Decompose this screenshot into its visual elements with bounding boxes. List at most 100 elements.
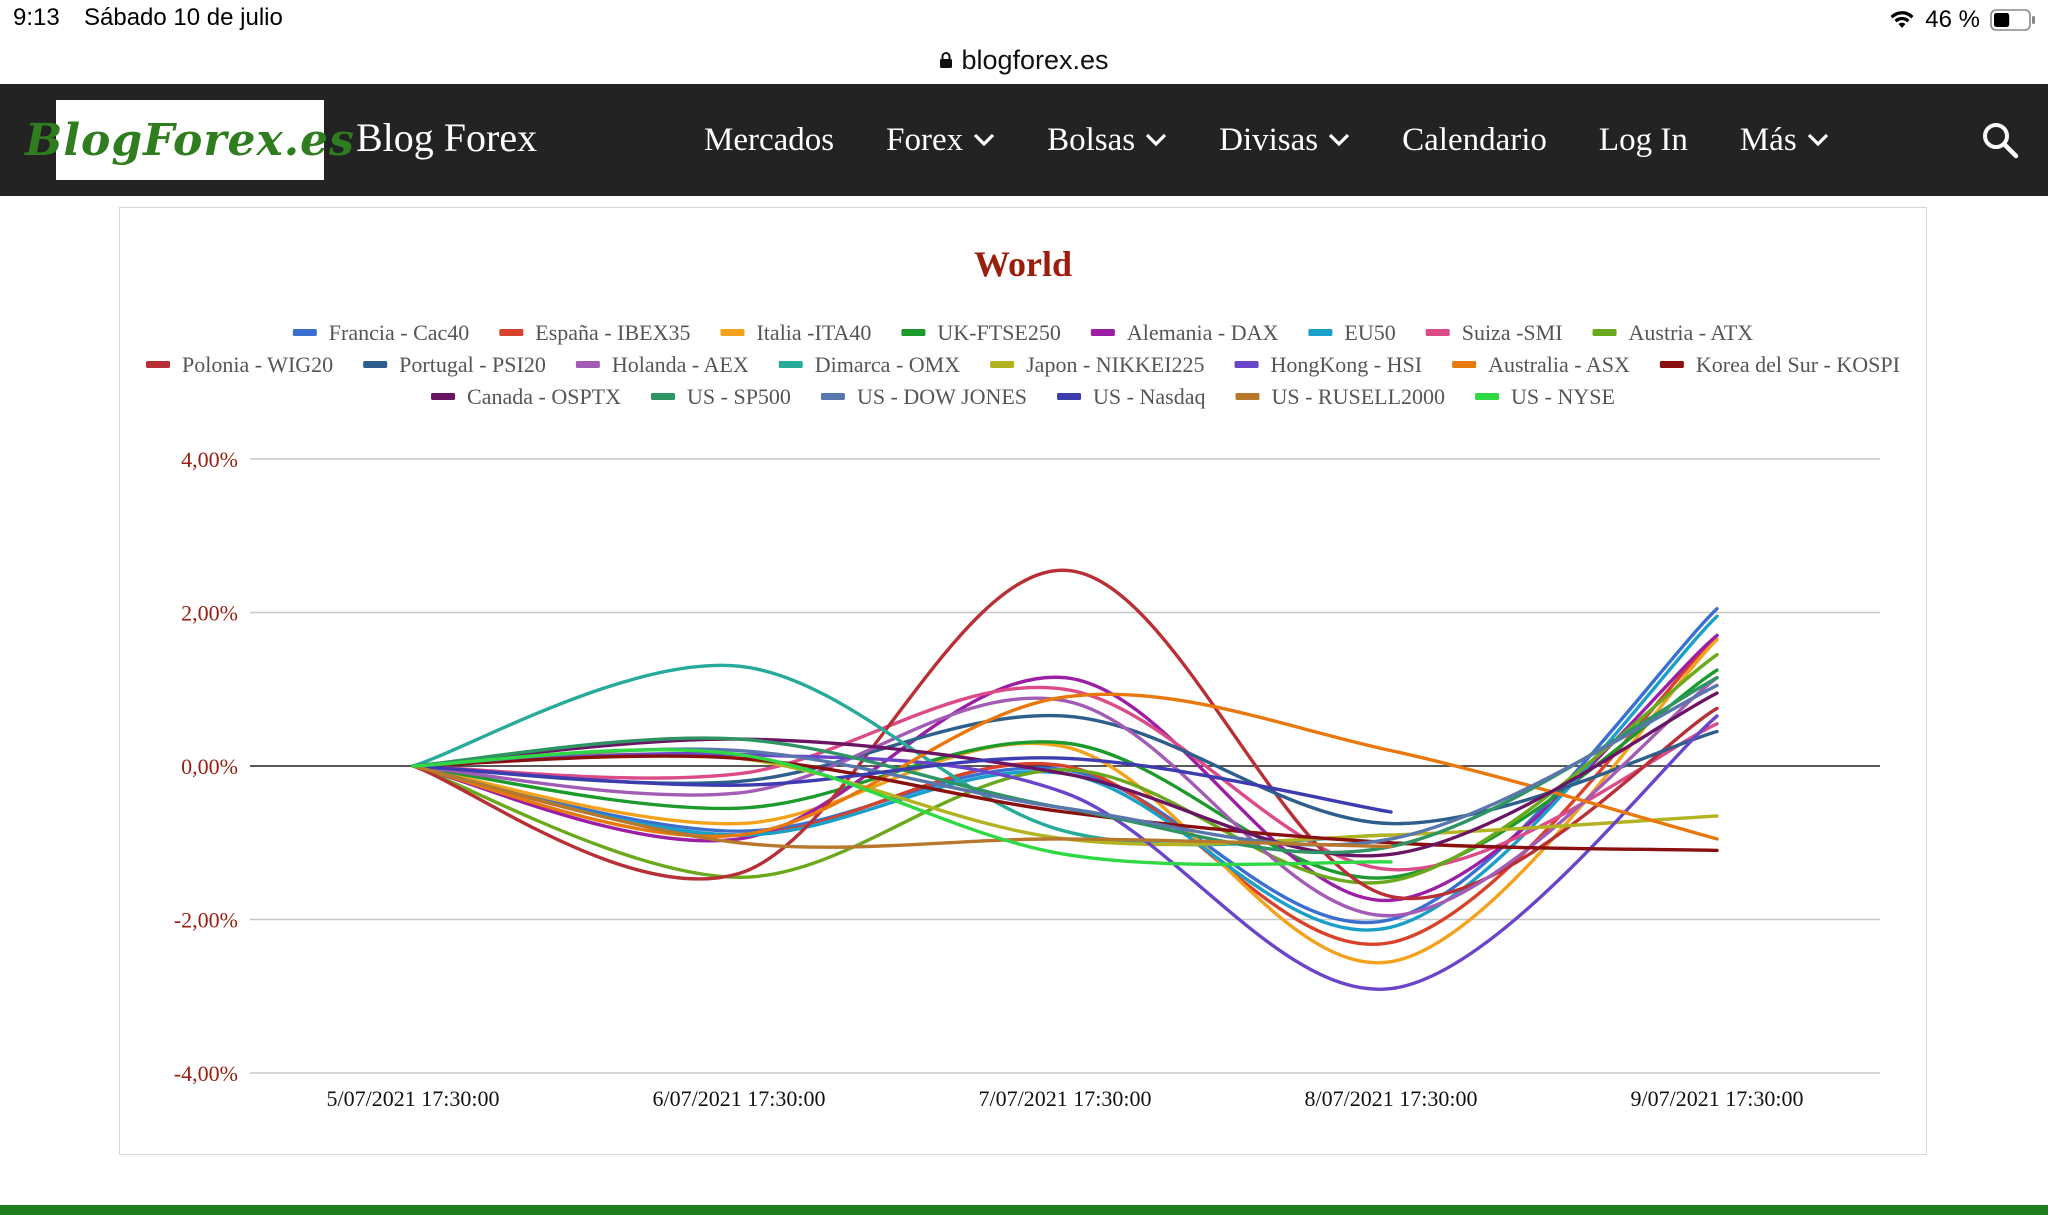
legend-label: Italia -ITA40	[756, 320, 871, 345]
x-tick-label: 8/07/2021 17:30:00	[1305, 1086, 1478, 1111]
legend-swatch	[901, 329, 926, 336]
chart-card: World Francia - Cac40 España - IBEX35 Itali…	[119, 207, 1927, 1155]
battery-icon	[1990, 9, 2035, 31]
legend-swatch	[1090, 329, 1115, 336]
legend-swatch	[1475, 393, 1500, 400]
legend-swatch	[778, 361, 803, 368]
main-menu: Mercados Forex Bolsas Divisas Calendario…	[704, 84, 1881, 196]
legend-swatch	[1452, 361, 1477, 368]
legend-label: Alemania - DAX	[1127, 320, 1279, 345]
series-line	[411, 764, 1393, 849]
menu-item-calendario[interactable]: Calendario	[1402, 122, 1547, 159]
legend-label: EU50	[1344, 320, 1395, 345]
menu-item-label: Bolsas	[1047, 121, 1136, 158]
series-line	[411, 676, 1719, 918]
y-tick-label: -2,00%	[174, 908, 238, 933]
series-line	[411, 714, 1719, 991]
status-bar: 9:13 Sábado 10 de julio 46 %	[0, 0, 2048, 40]
status-indicators: 46 %	[1889, 4, 2036, 36]
y-tick-label: 0,00%	[181, 754, 238, 779]
x-tick-label: 9/07/2021 17:30:00	[1631, 1086, 1804, 1111]
series-line	[411, 637, 1719, 965]
lock-icon	[940, 52, 953, 68]
footer-bar	[0, 1205, 2048, 1215]
legend-swatch	[1235, 393, 1260, 400]
chevron-down-icon	[1329, 133, 1350, 147]
legend-label: Korea del Sur - KOSPI	[1696, 352, 1900, 377]
series-line	[411, 633, 1719, 903]
series-line	[411, 756, 1393, 814]
legend-label: España - IBEX35	[535, 320, 690, 345]
menu-item-mercados[interactable]: Mercados	[704, 122, 834, 159]
chevron-down-icon	[1146, 133, 1167, 147]
logo-text: BlogForex.es	[25, 114, 355, 166]
x-tick-label: 5/07/2021 17:30:00	[327, 1086, 500, 1111]
site-logo[interactable]: BlogForex.es	[25, 100, 354, 180]
legend-label: Canada - OSPTX	[467, 384, 621, 409]
legend-swatch	[1425, 329, 1450, 336]
legend-swatch	[1057, 393, 1082, 400]
legend-swatch	[720, 329, 745, 336]
legend-label: Austria - ATX	[1629, 320, 1754, 345]
series-line	[411, 692, 1719, 841]
menu-item-divisas[interactable]: Divisas	[1219, 122, 1350, 159]
legend-swatch	[431, 393, 456, 400]
address-bar[interactable]: blogforex.es	[0, 38, 2048, 82]
menu-item-login[interactable]: Log In	[1599, 122, 1688, 159]
legend-label: Australia - ASX	[1488, 352, 1630, 377]
series-line	[411, 691, 1719, 858]
legend-swatch	[820, 393, 845, 400]
status-date: Sábado 10 de julio	[84, 4, 283, 31]
menu-item-forex[interactable]: Forex	[886, 122, 995, 159]
legend-label: Francia - Cac40	[329, 320, 470, 345]
legend-swatch	[499, 329, 524, 336]
menu-item-bolsas[interactable]: Bolsas	[1047, 122, 1167, 159]
legend-label: Holanda - AEX	[612, 352, 749, 377]
url-text: blogforex.es	[961, 44, 1109, 75]
battery-percent: 46 %	[1925, 6, 1980, 33]
legend-label: Polonia - WIG20	[182, 352, 333, 377]
search-icon[interactable]	[1980, 120, 2020, 160]
legend-swatch	[575, 361, 600, 368]
series-line	[411, 748, 1393, 867]
legend-label: US - Nasdaq	[1093, 384, 1205, 409]
legend-label: US - NYSE	[1511, 384, 1615, 409]
menu-item-label: Forex	[886, 121, 964, 158]
y-tick-label: -4,00%	[174, 1061, 238, 1086]
site-title[interactable]: Blog Forex	[356, 115, 538, 160]
menu-item-label: Divisas	[1219, 121, 1319, 158]
chart-title: World	[974, 244, 1072, 284]
legend-label: Dimarca - OMX	[815, 352, 961, 377]
series-line	[411, 754, 1719, 853]
series-line	[411, 653, 1719, 885]
menu-item-label: Log In	[1598, 121, 1688, 158]
legend-swatch	[363, 361, 388, 368]
menu-item-label: Mercados	[704, 121, 835, 158]
y-tick-label: 4,00%	[181, 447, 238, 472]
y-tick-label: 2,00%	[181, 601, 238, 626]
legend-label: HongKong - HSI	[1271, 352, 1423, 377]
series-line	[411, 668, 1719, 880]
status-time: 9:13	[13, 4, 60, 31]
site-header: BlogForex.es Blog Forex Mercados Forex B…	[0, 84, 2048, 196]
legend-swatch	[1659, 361, 1684, 368]
legend-label: Suiza -SMI	[1462, 320, 1563, 345]
menu-item-label: Calendario	[1402, 121, 1547, 158]
legend-swatch	[292, 329, 317, 336]
legend-swatch	[990, 361, 1015, 368]
chevron-down-icon	[1807, 133, 1828, 147]
legend-swatch	[1592, 329, 1617, 336]
legend-label: US - DOW JONES	[857, 384, 1027, 409]
chevron-down-icon	[973, 133, 995, 147]
series-line	[411, 685, 1719, 872]
legend-label: US - SP500	[687, 384, 791, 409]
x-tick-label: 7/07/2021 17:30:00	[979, 1086, 1152, 1111]
legend-swatch	[1308, 329, 1333, 336]
legend-label: US - RUSELL2000	[1271, 384, 1445, 409]
legend-swatch	[1234, 361, 1259, 368]
legend-label: Japon - NIKKEI225	[1026, 352, 1204, 377]
legend-label: Portugal - PSI20	[399, 352, 546, 377]
legend-swatch	[651, 393, 676, 400]
world-index-chart: World Francia - Cac40 España - IBEX35 Itali…	[146, 244, 1900, 1111]
menu-item-mas[interactable]: Más	[1740, 122, 1829, 159]
